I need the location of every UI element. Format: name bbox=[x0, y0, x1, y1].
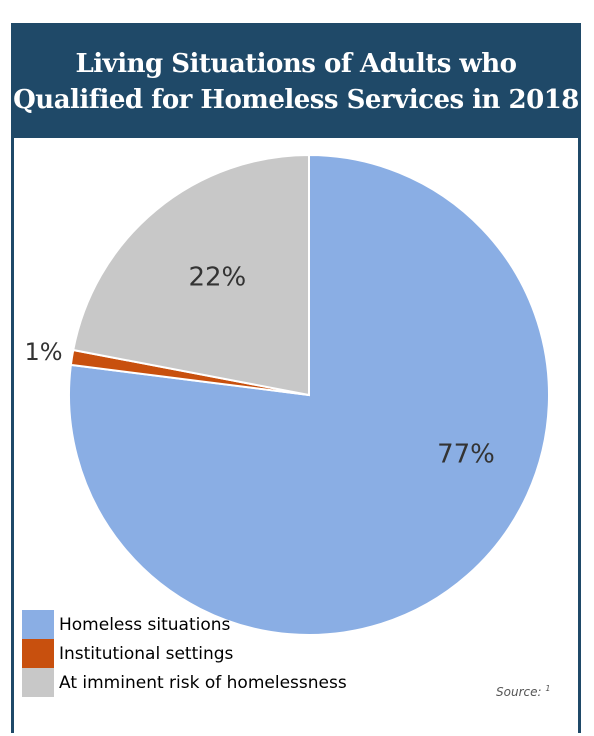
legend-label-homeless: Homeless situations bbox=[59, 614, 231, 635]
title-banner: Living Situations of Adults who Qualifie… bbox=[13, 26, 579, 138]
legend-swatch-institutional bbox=[22, 639, 54, 668]
source-footnote: 1 bbox=[545, 684, 551, 693]
chart-title-line-1: Living Situations of Adults who bbox=[75, 49, 517, 79]
legend: Homeless situations Institutional settin… bbox=[22, 610, 347, 697]
legend-label-at-risk: At imminent risk of homelessness bbox=[59, 672, 347, 693]
legend-swatch-at-risk bbox=[22, 668, 54, 697]
data-label-institutional: 1% bbox=[24, 338, 62, 366]
source-label: Source: bbox=[496, 685, 542, 699]
data-label-at-risk: 22% bbox=[188, 262, 246, 292]
legend-item-at-risk: At imminent risk of homelessness bbox=[22, 668, 347, 697]
source-note: Source: 1 bbox=[496, 684, 550, 699]
data-label-homeless: 77% bbox=[437, 439, 495, 469]
legend-item-institutional: Institutional settings bbox=[22, 639, 347, 668]
pie-slice-at-risk bbox=[72, 153, 310, 397]
legend-swatch-homeless bbox=[22, 610, 54, 639]
legend-item-homeless: Homeless situations bbox=[22, 610, 347, 639]
legend-label-institutional: Institutional settings bbox=[59, 643, 234, 664]
chart-title-line-2: Qualified for Homeless Services in 2018 bbox=[13, 85, 579, 115]
